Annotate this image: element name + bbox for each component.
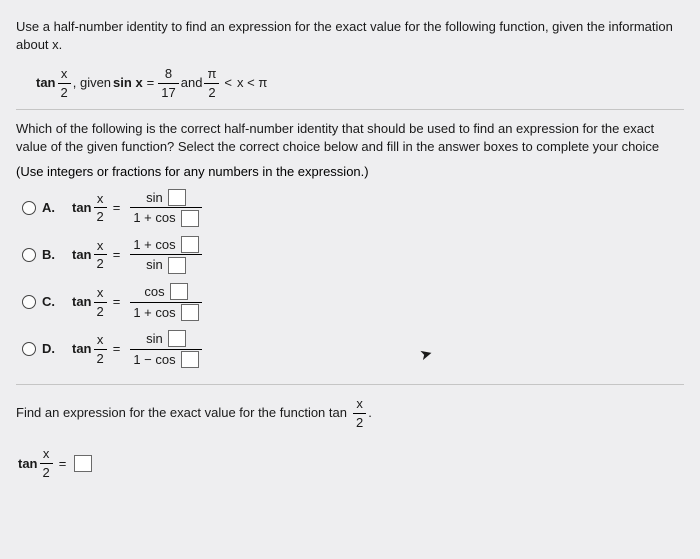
two-bot: 2 (58, 84, 71, 102)
label-b: B. (42, 246, 60, 264)
input-d-top[interactable] (168, 330, 186, 347)
eq1: = (147, 74, 155, 92)
radio-a[interactable] (22, 201, 36, 215)
and: and (181, 74, 203, 92)
lt1: < (224, 74, 232, 92)
choice-c[interactable]: C. tan x2 = cos 1 + cos (22, 282, 684, 322)
radio-c[interactable] (22, 295, 36, 309)
lt2: x < π (237, 74, 267, 92)
input-d-bot[interactable] (181, 351, 199, 368)
input-a-top[interactable] (168, 189, 186, 206)
two2: 2 (204, 84, 219, 102)
choice-d[interactable]: D. tan x2 = sin 1 − cos (22, 329, 684, 369)
choice-b[interactable]: B. tan x2 = 1 + cos sin (22, 235, 684, 275)
choice-a[interactable]: A. tan x2 = sin 1 + cos (22, 188, 684, 228)
tan: tan (36, 75, 56, 90)
label-a: A. (42, 199, 60, 217)
tan-a: tan (72, 199, 92, 217)
n8: 8 (158, 65, 178, 84)
input-b-bot[interactable] (168, 257, 186, 274)
given-text: , given (73, 74, 111, 92)
radio-d[interactable] (22, 342, 36, 356)
label-c: C. (42, 293, 60, 311)
intro-text: Use a half-number identity to find an ex… (16, 18, 684, 57)
label-d: D. (42, 340, 60, 358)
n17: 17 (158, 84, 178, 102)
given-expression: tan x2 , given sin x = 817 and π2 < x < … (36, 65, 684, 101)
radio-b[interactable] (22, 248, 36, 262)
sinx: sin x (113, 75, 143, 90)
question-text: Which of the following is the correct ha… (16, 121, 659, 154)
final-tan: tan (18, 455, 38, 473)
x-top: x (58, 65, 71, 84)
intro-line: Use a half-number identity to find an ex… (16, 19, 673, 52)
note: (Use integers or fractions for any numbe… (16, 164, 369, 179)
input-a-bot[interactable] (181, 210, 199, 227)
input-final[interactable] (74, 455, 92, 472)
input-c-bot[interactable] (181, 304, 199, 321)
input-c-top[interactable] (170, 283, 188, 300)
final-prompt: Find an expression for the exact value f… (16, 404, 347, 422)
question-section: Which of the following is the correct ha… (16, 109, 684, 380)
input-b-top[interactable] (181, 236, 199, 253)
final-section: Find an expression for the exact value f… (16, 384, 684, 485)
pi: π (204, 65, 219, 84)
